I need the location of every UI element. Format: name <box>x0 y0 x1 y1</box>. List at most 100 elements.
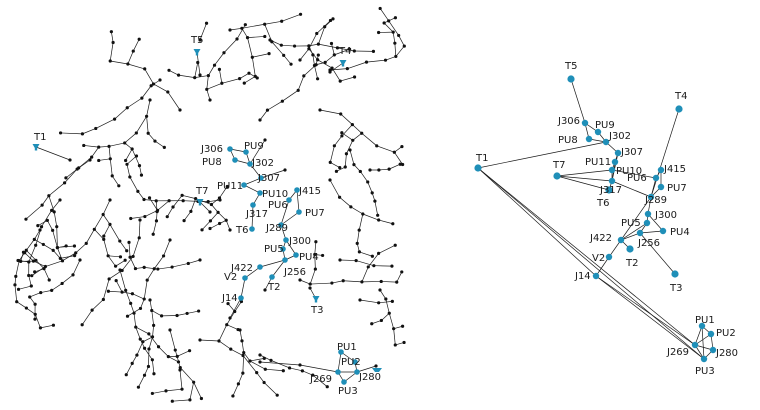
pipe <box>95 118 115 129</box>
junction-node <box>263 22 267 26</box>
junction-node <box>209 202 213 207</box>
junction-node <box>155 210 159 214</box>
pipe <box>310 282 332 285</box>
junction-node <box>27 273 31 278</box>
junction-node <box>164 389 168 393</box>
junction-node <box>197 309 201 313</box>
pipe <box>43 244 54 251</box>
highlight-node-pu10 <box>257 190 263 196</box>
junction-node <box>393 243 397 247</box>
full-label-j415: J415 <box>298 186 321 197</box>
reduced-label-t4: T4 <box>674 91 687 102</box>
pipe <box>108 142 125 147</box>
pipe <box>309 268 316 285</box>
junction-node <box>332 53 336 57</box>
junction-node <box>371 49 376 53</box>
junction-node <box>137 37 141 41</box>
pipe <box>243 352 251 362</box>
junction-node <box>235 37 239 41</box>
reduced-label-j256: J256 <box>637 238 660 249</box>
junction-node <box>280 99 284 103</box>
junction-node <box>39 290 43 295</box>
pipe <box>324 54 335 63</box>
junction-node <box>358 298 362 302</box>
pipe <box>144 366 149 376</box>
pipe <box>339 259 357 261</box>
junction-node <box>68 158 72 162</box>
junction-node <box>263 367 267 371</box>
pipe <box>238 372 244 384</box>
junction-node <box>33 270 37 274</box>
junction-node <box>263 34 267 39</box>
pipe <box>115 259 126 267</box>
reduced-node-j289 <box>647 193 655 201</box>
junction-node <box>228 28 232 32</box>
junction-node <box>106 254 110 258</box>
junction-node <box>117 184 121 188</box>
reduced-link <box>650 108 680 198</box>
pipe <box>62 252 76 262</box>
junction-node <box>130 361 134 365</box>
junction-node <box>168 328 172 332</box>
junction-node <box>24 306 28 310</box>
reduced-label-j280: J280 <box>715 348 738 359</box>
junction-node <box>355 241 359 246</box>
pipe <box>26 250 37 261</box>
junction-node <box>110 174 114 178</box>
junction-node <box>159 314 164 318</box>
full-label-t2: T2 <box>267 282 280 293</box>
junction-node <box>348 148 352 152</box>
junction-node <box>146 131 150 135</box>
junction-node <box>340 134 344 138</box>
full-label-t7: T7 <box>195 186 208 197</box>
pipe <box>140 298 145 309</box>
reduced-label-pu10: PU10 <box>616 166 642 177</box>
pipe <box>381 281 397 283</box>
pipe <box>249 358 265 362</box>
junction-node <box>217 67 222 72</box>
pipe <box>210 212 219 222</box>
reduced-node-j317 <box>608 177 616 185</box>
pipe <box>239 329 243 341</box>
junction-node <box>60 281 64 286</box>
junction-node <box>60 259 65 263</box>
highlight-node-pu5 <box>280 246 286 252</box>
junction-node <box>147 332 151 336</box>
pipe <box>125 290 131 304</box>
junction-node <box>62 181 67 185</box>
pipe <box>168 356 179 363</box>
reduced-label-j300: J300 <box>654 210 677 221</box>
highlight-node-j280 <box>354 369 360 375</box>
junction-node <box>331 17 335 21</box>
junction-node <box>377 30 381 35</box>
junction-node <box>216 210 220 215</box>
junction-node <box>72 254 77 258</box>
pipe <box>168 69 179 76</box>
pipe <box>243 177 262 186</box>
junction-node <box>255 371 259 375</box>
junction-node <box>352 75 357 79</box>
junction-node <box>118 268 122 272</box>
pipe <box>132 39 140 52</box>
highlight-node-t6 <box>249 226 255 232</box>
junction-node <box>300 369 304 373</box>
junction-node <box>101 212 105 217</box>
junction-node <box>112 117 117 121</box>
pipe <box>199 339 219 342</box>
junction-node <box>263 138 267 142</box>
pipe <box>337 47 355 52</box>
junction-node <box>139 173 144 177</box>
junction-node <box>151 82 156 86</box>
pipe <box>199 201 211 213</box>
pipe <box>190 198 196 212</box>
pipe <box>132 237 140 257</box>
pipe <box>242 355 257 373</box>
pipe <box>119 269 127 291</box>
junction-node <box>173 348 177 352</box>
pipe <box>51 199 61 211</box>
junction-node <box>402 44 406 48</box>
pipe <box>360 171 369 183</box>
junction-node <box>366 265 370 269</box>
junction-node <box>33 302 37 306</box>
